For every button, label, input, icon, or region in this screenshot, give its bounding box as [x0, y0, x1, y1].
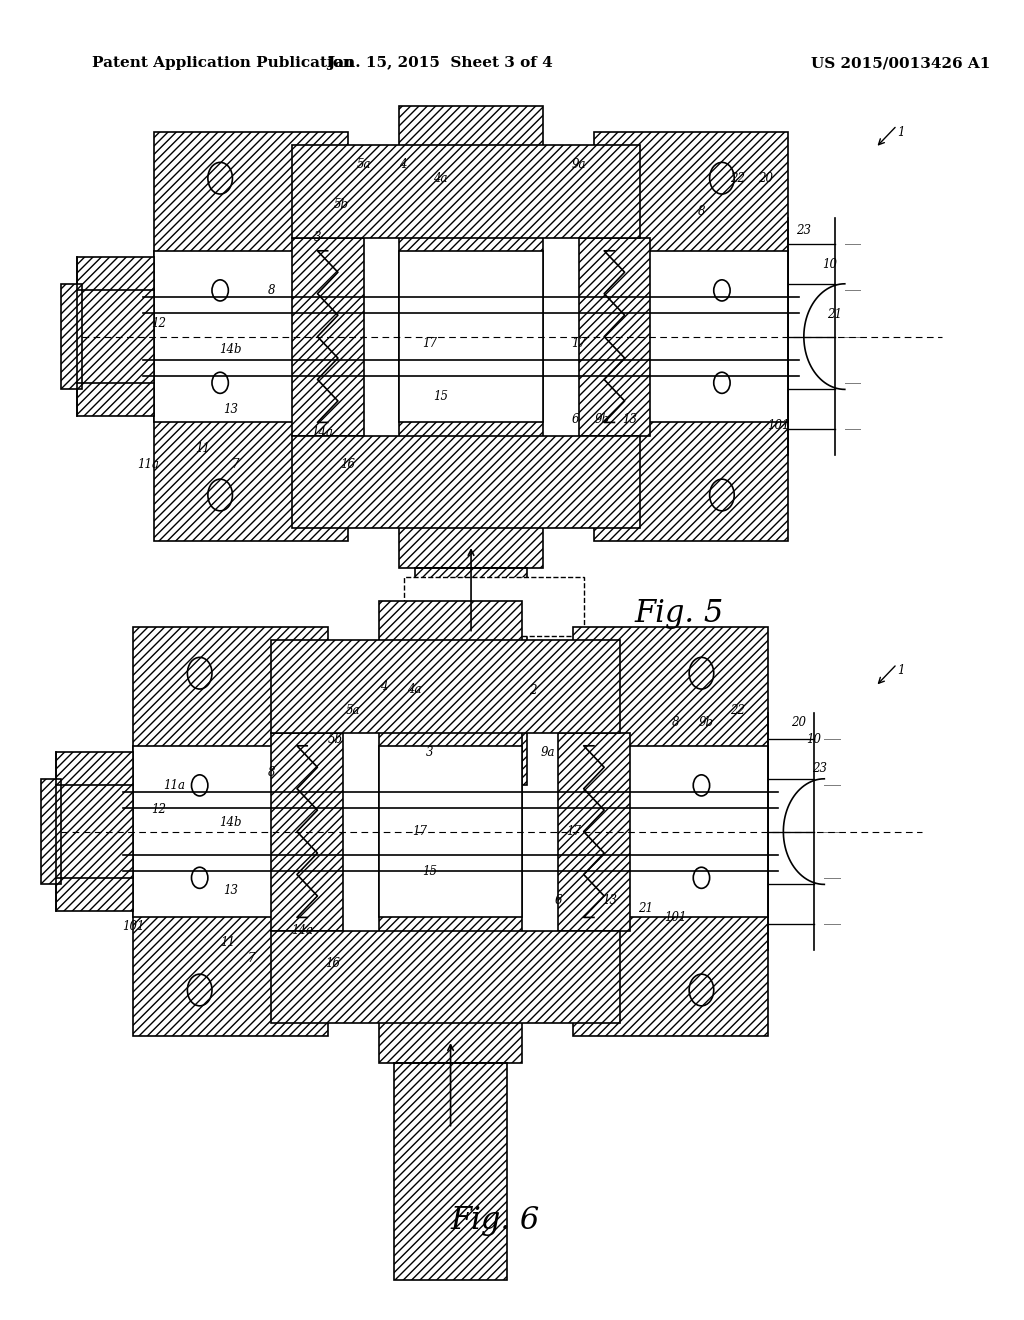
Bar [415, 568, 527, 785]
Bar [133, 627, 328, 1036]
Bar [133, 746, 328, 917]
Text: 8: 8 [267, 766, 275, 779]
Text: 11a: 11a [137, 458, 160, 471]
Text: 3: 3 [426, 746, 434, 759]
Bar [154, 251, 348, 422]
Text: 13: 13 [602, 894, 616, 907]
Text: 8: 8 [267, 284, 275, 297]
Text: 17: 17 [413, 825, 427, 838]
Text: 4a: 4a [433, 172, 447, 185]
Text: 6: 6 [571, 413, 580, 426]
Bar [594, 132, 788, 541]
Text: 20: 20 [792, 715, 806, 729]
Bar [56, 752, 133, 911]
Text: 20: 20 [759, 172, 773, 185]
Bar [379, 601, 522, 1063]
Text: 2: 2 [528, 684, 537, 697]
Bar [292, 436, 640, 528]
Bar [271, 640, 620, 733]
Text: 4: 4 [398, 158, 407, 172]
Text: 4: 4 [380, 680, 388, 693]
Text: 8: 8 [672, 715, 680, 729]
Bar [573, 746, 768, 917]
Text: 21: 21 [827, 308, 842, 321]
Bar [579, 238, 650, 436]
Text: 13: 13 [223, 884, 238, 898]
Bar [41, 779, 61, 884]
Text: 11: 11 [220, 936, 234, 949]
Text: 11a: 11a [163, 779, 185, 792]
Text: Fig. 5: Fig. 5 [635, 598, 724, 630]
Text: 5a: 5a [346, 704, 360, 717]
Text: 14a: 14a [311, 426, 334, 440]
Text: 15: 15 [433, 389, 447, 403]
Bar [61, 284, 82, 389]
Text: 9b: 9b [595, 413, 609, 426]
Text: 23: 23 [812, 762, 826, 775]
Text: 23: 23 [797, 224, 811, 238]
Text: 13: 13 [223, 403, 238, 416]
Bar [292, 145, 640, 238]
Text: 12: 12 [152, 317, 166, 330]
Text: Fig. 6: Fig. 6 [451, 1205, 540, 1237]
Text: 8: 8 [697, 205, 706, 218]
Text: 12: 12 [152, 803, 166, 816]
Bar [558, 733, 630, 931]
Text: Jan. 15, 2015  Sheet 3 of 4: Jan. 15, 2015 Sheet 3 of 4 [328, 57, 553, 70]
Text: 16: 16 [341, 458, 355, 471]
Text: 6: 6 [554, 894, 562, 907]
Text: US 2015/0013426 A1: US 2015/0013426 A1 [811, 57, 991, 70]
Text: 22: 22 [730, 704, 744, 717]
Text: 14b: 14b [219, 343, 242, 356]
Text: Patent Application Publication: Patent Application Publication [92, 57, 354, 70]
Bar [399, 251, 543, 422]
Text: 16: 16 [326, 957, 340, 970]
Text: 4a: 4a [408, 682, 422, 696]
Bar [154, 132, 348, 541]
Text: 5a: 5a [356, 158, 371, 172]
Bar [379, 746, 522, 917]
Bar [404, 577, 584, 636]
Text: 22: 22 [730, 172, 744, 185]
Text: 1: 1 [897, 125, 905, 139]
Text: 10: 10 [807, 733, 821, 746]
Text: 11: 11 [196, 442, 210, 455]
Text: 9a: 9a [541, 746, 555, 759]
Text: 101: 101 [767, 418, 790, 432]
Text: 9b: 9b [699, 715, 714, 729]
Text: 17: 17 [566, 825, 581, 838]
Bar [594, 251, 788, 422]
Text: 7: 7 [231, 458, 240, 471]
Bar [271, 931, 620, 1023]
Text: 13: 13 [623, 413, 637, 426]
Bar [292, 238, 364, 436]
Text: 14b: 14b [219, 816, 242, 829]
Bar [399, 106, 543, 568]
Text: 10: 10 [822, 257, 837, 271]
Bar [573, 627, 768, 1036]
Text: 1: 1 [897, 664, 905, 677]
Text: 17: 17 [571, 337, 586, 350]
Text: 15: 15 [423, 865, 437, 878]
Text: 7: 7 [247, 952, 255, 965]
Bar [394, 1063, 507, 1280]
Text: 101: 101 [665, 911, 687, 924]
Text: 21: 21 [638, 902, 652, 915]
Text: 101: 101 [122, 920, 144, 933]
Text: 9a: 9a [571, 158, 586, 172]
Text: 5b: 5b [334, 198, 348, 211]
Bar [271, 733, 343, 931]
Text: 5b: 5b [328, 733, 342, 746]
Text: 17: 17 [423, 337, 437, 350]
Text: 14a: 14a [291, 924, 313, 937]
Text: 3: 3 [313, 231, 322, 244]
Bar [77, 257, 154, 416]
